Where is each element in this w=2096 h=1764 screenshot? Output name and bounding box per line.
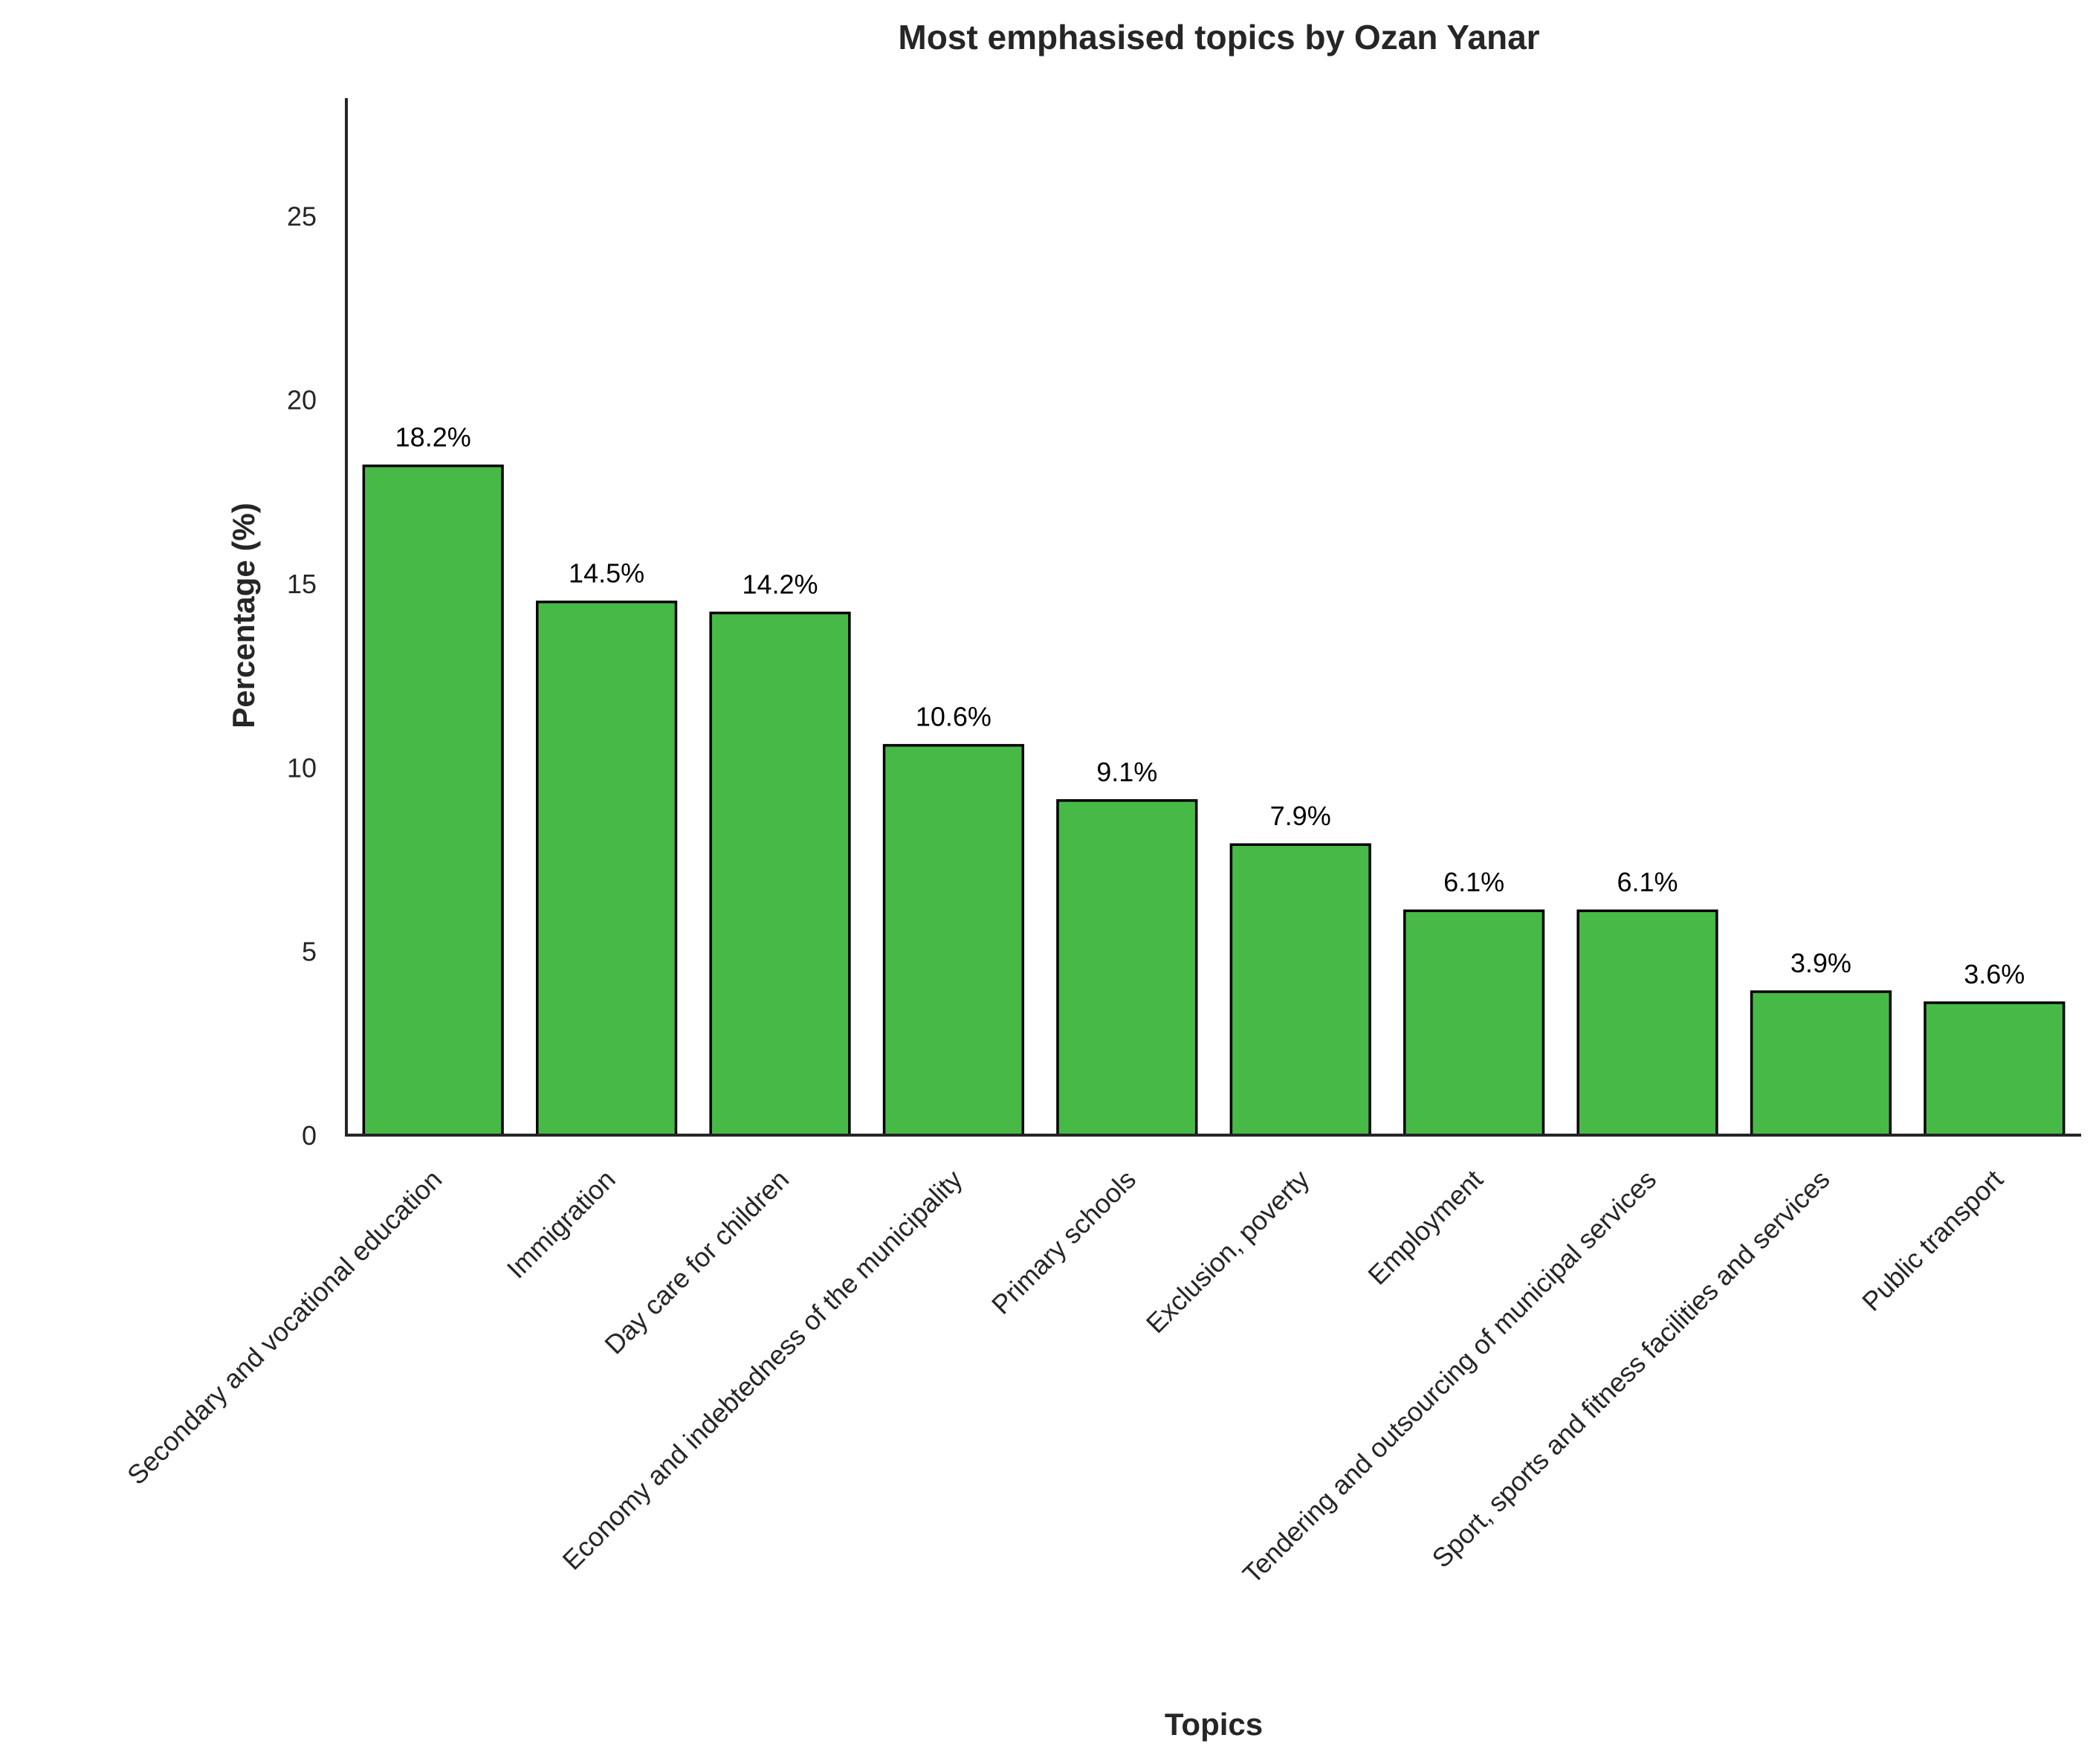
x-tick-label: Sport, sports and fitness facilities and… [1426, 1164, 1835, 1574]
y-tick-label: 0 [302, 1120, 317, 1151]
chart-title: Most emphasised topics by Ozan Yanar [898, 18, 1539, 56]
bar-value-label: 10.6% [916, 702, 992, 732]
x-tick-label: Exclusion, poverty [1140, 1164, 1316, 1340]
bar [1924, 1001, 2066, 1137]
x-tick-label: Tendering and outsourcing of municipal s… [1237, 1164, 1662, 1589]
x-tick-label: Primary schools [986, 1164, 1142, 1320]
y-tick-label: 15 [287, 569, 317, 599]
x-tick-label: Public transport [1856, 1164, 2009, 1317]
bar-value-label: 9.1% [1096, 757, 1157, 787]
bar [1576, 909, 1718, 1137]
bar-value-label: 3.9% [1791, 948, 1851, 978]
x-axis-ticks: Secondary and vocational education Immigr… [121, 1164, 2009, 1589]
x-tick-label: Day care for children [598, 1164, 795, 1360]
bar-value-label: 6.1% [1617, 867, 1678, 897]
bars-group [362, 464, 2066, 1137]
x-tick-label: Economy and indebtedness of the municipa… [557, 1164, 968, 1576]
bar-value-label: 3.6% [1964, 959, 2025, 989]
x-tick-label: Employment [1362, 1164, 1488, 1290]
bar [362, 464, 504, 1137]
bar [1056, 799, 1198, 1137]
bar [1229, 843, 1371, 1137]
bar-value-label: 14.2% [742, 569, 818, 600]
bar [1403, 909, 1545, 1137]
bar [535, 600, 678, 1137]
bar-value-label: 7.9% [1270, 801, 1331, 831]
bar-value-label: 18.2% [395, 422, 471, 453]
x-tick-label: Immigration [501, 1164, 621, 1285]
x-tick-label: Secondary and vocational education [121, 1164, 447, 1490]
y-tick-label: 10 [287, 752, 317, 783]
bar [709, 611, 851, 1137]
y-tick-label: 25 [287, 201, 317, 231]
x-axis-label: Topics [1165, 1707, 1263, 1742]
bar [882, 743, 1025, 1137]
y-tick-label: 20 [287, 385, 317, 416]
value-labels-group: 18.2% 14.5% 14.2% 10.6% 9.1% 7.9% 6.1% 6.1% 3.9%… [395, 422, 2025, 989]
bar-value-label: 6.1% [1443, 867, 1504, 897]
y-axis-ticks: 0 5 10 15 20 25 [287, 201, 317, 1151]
y-axis-label: Percentage (%) [226, 503, 261, 728]
y-tick-label: 5 [302, 937, 317, 967]
bar [1750, 990, 1892, 1137]
bar-value-label: 14.5% [569, 558, 644, 589]
